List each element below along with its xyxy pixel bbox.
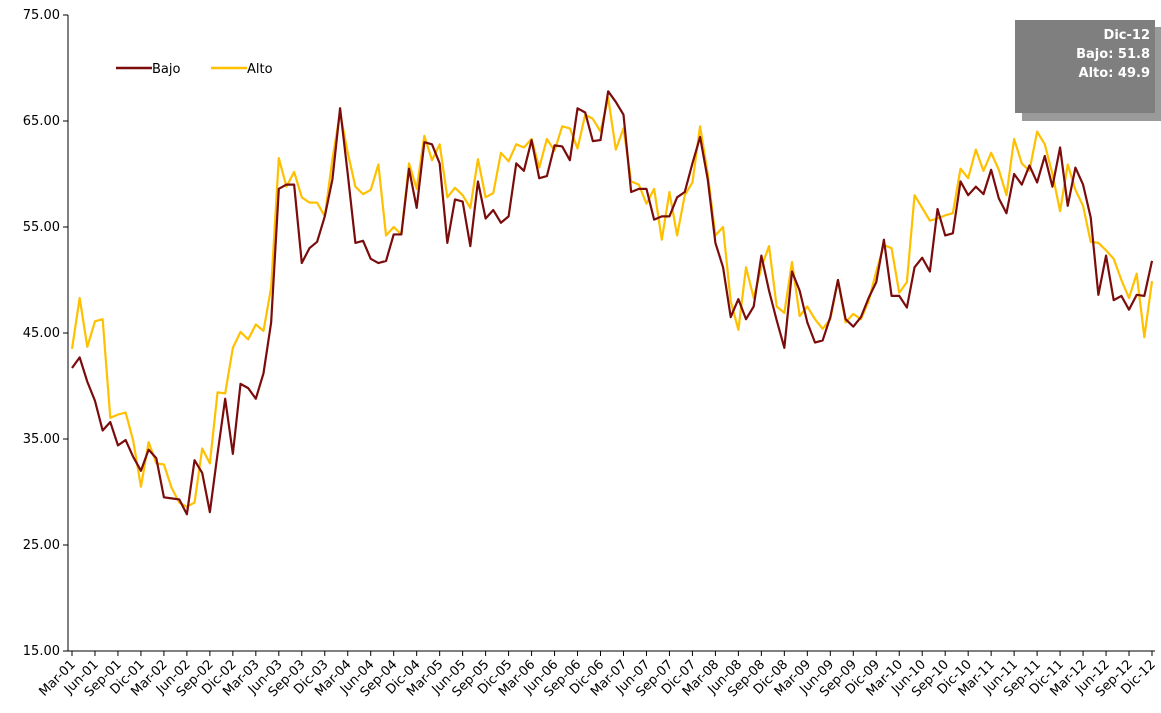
y-tick-label: 15.00 xyxy=(23,644,60,659)
series-line xyxy=(71,90,1154,516)
y-tick-label: 75.00 xyxy=(23,8,60,23)
annotation-title: Dic-12 xyxy=(1104,28,1150,43)
legend-label: Alto xyxy=(247,62,273,77)
y-tick-label: 65.00 xyxy=(23,114,60,129)
annotation-box xyxy=(1015,20,1155,113)
series-line xyxy=(70,96,1154,508)
annotation-line: Alto: 49.9 xyxy=(1079,66,1150,81)
y-tick-label: 35.00 xyxy=(23,432,60,447)
y-tick-label: 25.00 xyxy=(23,538,60,553)
annotation: Dic-12 Bajo: 51.8 Alto: 49.9 xyxy=(1015,20,1161,121)
y-tick-label: 55.00 xyxy=(23,220,60,235)
y-tick-label: 45.00 xyxy=(23,326,60,341)
annotation-line: Bajo: 51.8 xyxy=(1076,47,1150,62)
legend-label: Bajo xyxy=(152,62,180,77)
